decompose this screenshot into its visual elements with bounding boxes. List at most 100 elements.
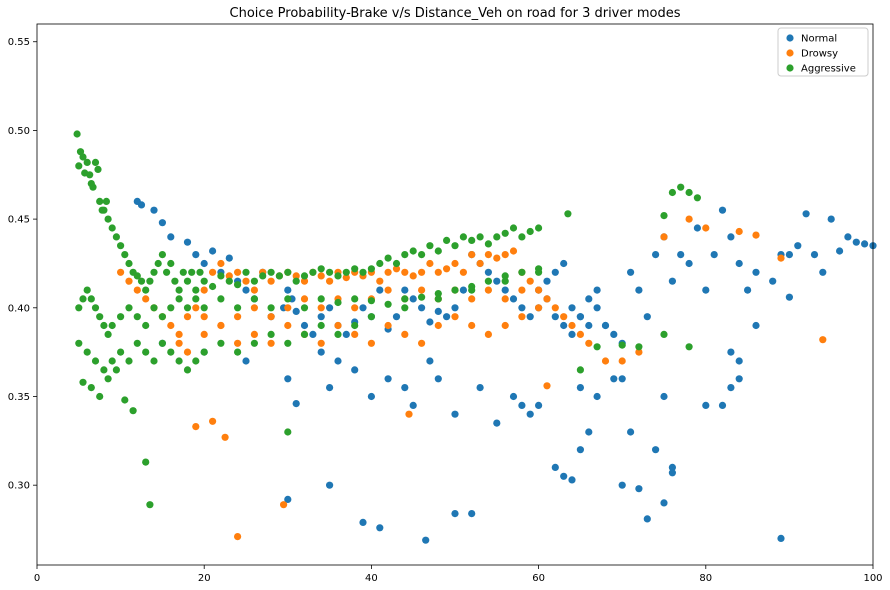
point-aggressive-117 bbox=[518, 268, 526, 276]
point-normal-38 bbox=[451, 304, 459, 312]
point-normal-27 bbox=[359, 304, 367, 312]
point-aggressive-167 bbox=[677, 183, 685, 191]
point-drowsy-86 bbox=[300, 295, 309, 303]
point-normal-68 bbox=[702, 286, 710, 294]
point-aggressive-142 bbox=[334, 330, 342, 338]
point-aggressive-162 bbox=[593, 343, 601, 351]
point-drowsy-12 bbox=[217, 259, 225, 268]
point-aggressive-164 bbox=[635, 343, 643, 351]
point-aggressive-37 bbox=[196, 268, 204, 276]
point-drowsy-8 bbox=[183, 313, 192, 321]
point-normal-144 bbox=[593, 392, 601, 401]
point-drowsy-37 bbox=[426, 259, 434, 268]
point-aggressive-107 bbox=[351, 295, 359, 303]
point-normal-67 bbox=[693, 224, 702, 232]
point-drowsy-106 bbox=[543, 382, 551, 390]
point-aggressive-30 bbox=[167, 259, 175, 268]
point-aggressive-11 bbox=[96, 197, 104, 205]
point-aggressive-138 bbox=[267, 330, 275, 338]
x-tick-label-0: 0 bbox=[34, 573, 40, 584]
point-aggressive-163 bbox=[618, 341, 626, 349]
point-aggressive-157 bbox=[146, 501, 154, 509]
point-aggressive-97 bbox=[192, 295, 200, 303]
point-normal-137 bbox=[401, 384, 409, 392]
point-aggressive-47 bbox=[275, 272, 283, 280]
point-normal-6 bbox=[192, 251, 200, 259]
point-aggressive-53 bbox=[326, 268, 334, 276]
point-drowsy-105 bbox=[405, 410, 413, 418]
point-normal-39 bbox=[459, 286, 467, 294]
point-aggressive-23 bbox=[137, 277, 146, 285]
point-aggressive-44 bbox=[250, 277, 258, 285]
point-aggressive-54 bbox=[334, 272, 342, 280]
point-aggressive-90 bbox=[133, 313, 141, 321]
point-normal-148 bbox=[668, 463, 677, 471]
point-aggressive-82 bbox=[87, 295, 95, 303]
y-tick-label-5: 0.55 bbox=[8, 37, 30, 48]
point-aggressive-139 bbox=[284, 339, 292, 347]
point-drowsy-32 bbox=[384, 268, 392, 276]
point-aggressive-59 bbox=[376, 259, 384, 268]
point-aggressive-93 bbox=[158, 313, 166, 321]
point-aggressive-144 bbox=[367, 313, 375, 321]
point-normal-29 bbox=[376, 286, 384, 294]
point-normal-91 bbox=[284, 375, 292, 383]
point-aggressive-20 bbox=[125, 259, 133, 268]
point-aggressive-43 bbox=[242, 268, 250, 276]
point-aggressive-102 bbox=[267, 304, 275, 312]
plot-area-frame bbox=[36, 23, 874, 566]
point-normal-127 bbox=[560, 259, 568, 268]
point-aggressive-36 bbox=[192, 286, 200, 294]
point-normal-86 bbox=[861, 240, 869, 248]
y-tick-label-4: 0.50 bbox=[8, 126, 30, 137]
point-aggressive-126 bbox=[133, 339, 141, 347]
point-normal-52 bbox=[568, 330, 576, 338]
point-normal-57 bbox=[610, 330, 618, 338]
point-aggressive-130 bbox=[167, 348, 175, 356]
point-normal-128 bbox=[568, 304, 576, 312]
legend-marker-normal bbox=[786, 34, 794, 42]
point-normal-96 bbox=[493, 419, 501, 427]
point-aggressive-154 bbox=[112, 366, 120, 374]
point-drowsy-49 bbox=[526, 277, 534, 285]
point-aggressive-32 bbox=[175, 286, 183, 294]
point-drowsy-67 bbox=[334, 321, 342, 330]
point-normal-42 bbox=[484, 268, 492, 276]
point-aggressive-94 bbox=[167, 304, 175, 312]
point-drowsy-36 bbox=[418, 268, 426, 276]
point-drowsy-107 bbox=[601, 357, 610, 365]
point-aggressive-74 bbox=[501, 229, 509, 237]
point-drowsy-9 bbox=[192, 304, 200, 312]
point-aggressive-160 bbox=[564, 210, 572, 218]
point-normal-95 bbox=[451, 410, 459, 418]
point-normal-115 bbox=[292, 400, 300, 408]
point-aggressive-38 bbox=[200, 277, 208, 285]
point-aggressive-10 bbox=[94, 165, 102, 173]
point-aggressive-3 bbox=[79, 153, 87, 161]
point-aggressive-71 bbox=[476, 233, 484, 241]
point-drowsy-14 bbox=[234, 268, 242, 276]
point-aggressive-122 bbox=[100, 366, 108, 374]
point-aggressive-158 bbox=[129, 407, 137, 415]
point-normal-103 bbox=[560, 472, 568, 480]
point-normal-33 bbox=[409, 295, 417, 303]
point-aggressive-41 bbox=[225, 277, 233, 285]
point-normal-143 bbox=[526, 410, 534, 418]
point-aggressive-77 bbox=[526, 227, 534, 236]
point-aggressive-39 bbox=[209, 282, 217, 291]
point-aggressive-155 bbox=[121, 396, 129, 404]
point-aggressive-63 bbox=[409, 247, 417, 255]
point-drowsy-83 bbox=[250, 304, 258, 312]
point-normal-55 bbox=[593, 304, 601, 312]
point-normal-36 bbox=[434, 307, 442, 315]
point-normal-32 bbox=[401, 286, 409, 294]
point-normal-78 bbox=[794, 242, 802, 250]
point-aggressive-146 bbox=[434, 295, 442, 303]
point-normal-25 bbox=[342, 330, 350, 338]
point-drowsy-79 bbox=[535, 304, 543, 312]
point-drowsy-7 bbox=[175, 330, 183, 338]
point-aggressive-66 bbox=[434, 247, 442, 255]
point-drowsy-59 bbox=[200, 330, 208, 338]
point-aggressive-80 bbox=[79, 295, 87, 303]
